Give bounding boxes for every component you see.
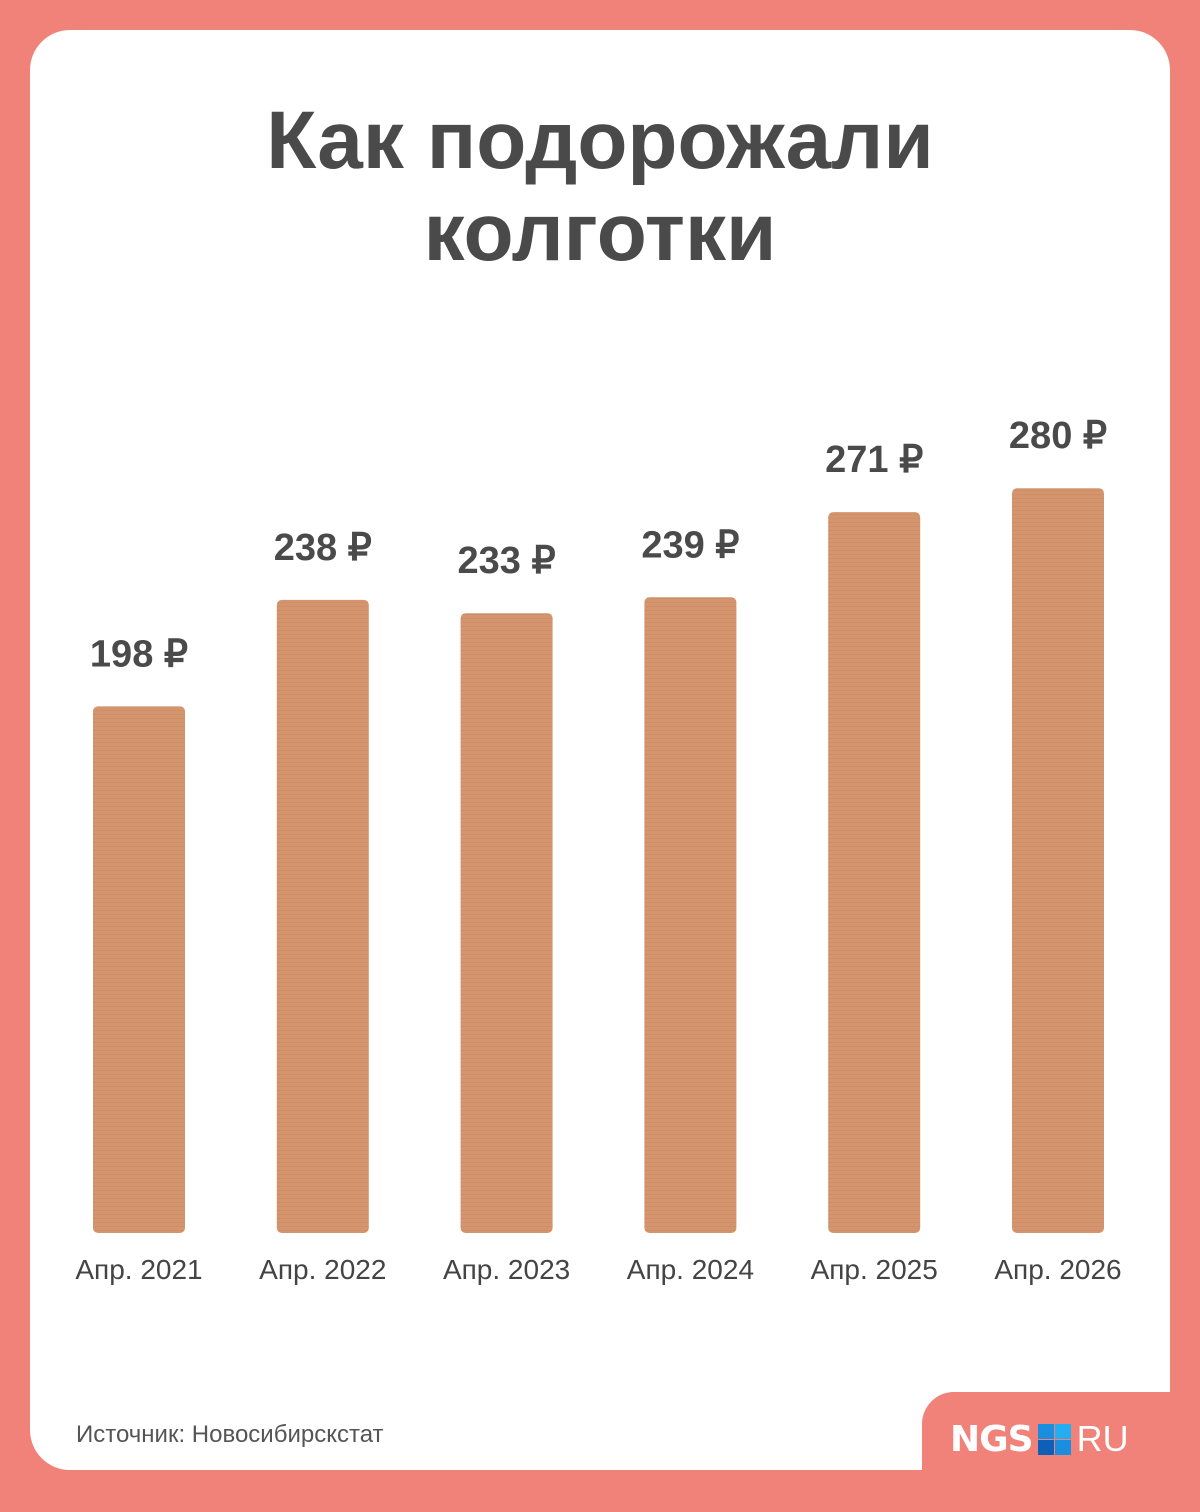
- data-label-5: 280 ₽: [1009, 415, 1107, 457]
- data-label-1: 238 ₽: [274, 527, 372, 569]
- data-label-0: 198 ₽: [90, 633, 188, 675]
- bar-4: [828, 512, 921, 1233]
- title-line-2: колготки: [423, 187, 777, 278]
- category-label-2: Апр. 2023: [443, 1254, 570, 1285]
- logo-ngs: NGS: [950, 1418, 1034, 1460]
- category-label-3: Апр. 2024: [627, 1254, 754, 1285]
- data-label-2: 233 ₽: [458, 540, 556, 582]
- ngs-logo[interactable]: NGS RU: [950, 1418, 1129, 1460]
- bar-3: [644, 597, 737, 1233]
- logo-square-icon: [1037, 1423, 1071, 1455]
- category-label-4: Апр. 2025: [811, 1254, 938, 1285]
- category-label-1: Апр. 2022: [259, 1254, 386, 1285]
- category-label-0: Апр. 2021: [75, 1254, 202, 1285]
- title-line-1: Как подорожали: [266, 95, 934, 186]
- bar-5: [1012, 488, 1104, 1233]
- bar-2: [460, 613, 553, 1233]
- chart-title: Как подорожали колготки: [0, 95, 1200, 279]
- card: [30, 30, 1170, 1470]
- bar-1: [276, 599, 369, 1233]
- data-label-3: 239 ₽: [641, 524, 739, 566]
- category-label-5: Апр. 2026: [994, 1254, 1121, 1285]
- logo-ru: RU: [1076, 1418, 1129, 1459]
- data-label-4: 271 ₽: [825, 439, 923, 481]
- bar-0: [93, 706, 185, 1233]
- source-note: Источник: Новосибирскстат: [76, 1421, 384, 1448]
